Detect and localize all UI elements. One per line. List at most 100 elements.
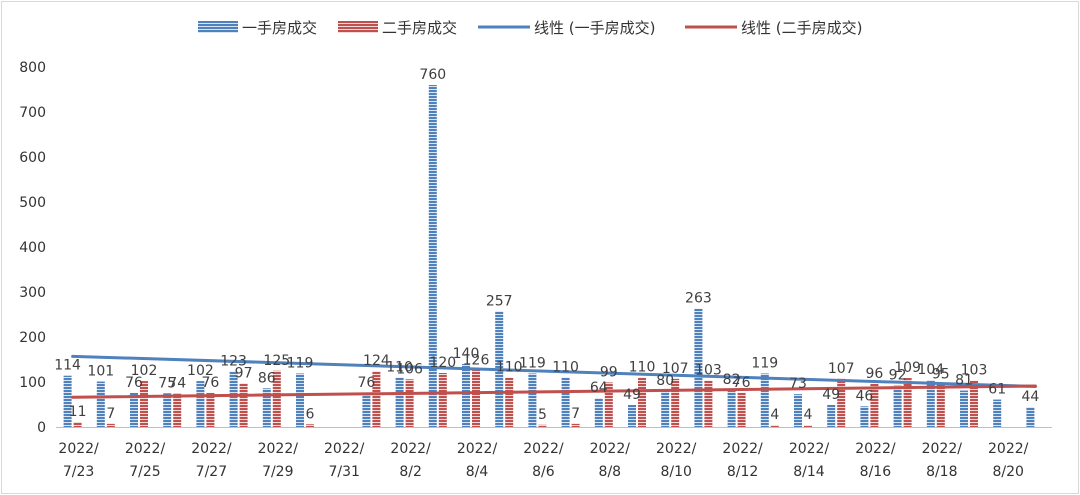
y-tick-label-100: 100 — [19, 375, 46, 391]
x-axis: 2022/7/23 2022/7/25 2022/7/27 2022/7/29 2022… — [56, 427, 1052, 480]
bar-s1-22 — [794, 394, 802, 427]
data-label-s1-16: 64 — [590, 380, 608, 396]
bar-s1-0 — [63, 375, 72, 427]
bar-s1-23 — [827, 404, 836, 427]
x-tick-label-line2-12: 8/4 — [466, 464, 489, 480]
y-axis: 0 100 200 300 400 500 600 700 800 — [19, 60, 46, 436]
data-label-s2-23: 107 — [828, 361, 855, 377]
bar-s2-11 — [438, 373, 447, 427]
bar-s1-17 — [628, 404, 636, 427]
legend-label-4: 线性 (二手房成交) — [741, 19, 862, 37]
x-tick-label-line2-18: 8/10 — [660, 464, 691, 480]
bar-s1-29 — [1026, 407, 1035, 427]
bar-s2-6 — [272, 370, 281, 427]
data-label-s1-28: 61 — [988, 382, 1006, 398]
bar-s1-28 — [993, 399, 1002, 427]
x-tick-label-line1-16: 2022/ — [590, 441, 631, 457]
x-tick-label-line1-4: 2022/ — [191, 441, 232, 457]
data-label-s1-11: 760 — [419, 67, 446, 83]
bar-s1-10 — [395, 377, 404, 427]
bar-s1-12 — [462, 364, 470, 427]
data-label-s1-25: 92 — [889, 368, 907, 384]
bar-s2-1 — [106, 423, 115, 427]
bar-s1-3 — [163, 393, 172, 427]
legend-label-3: 线性 (一手房成交) — [534, 19, 655, 37]
data-label-s2-24: 96 — [865, 366, 883, 382]
data-label-s1-2: 76 — [125, 375, 143, 391]
x-tick-label-line2-26: 8/18 — [926, 464, 957, 480]
bar-s2-12 — [472, 370, 480, 427]
data-label-s1-23: 49 — [822, 387, 840, 403]
data-label-s2-11: 120 — [429, 355, 456, 371]
bar-s2-17 — [638, 377, 646, 427]
data-label-s1-10: 110 — [386, 360, 413, 376]
data-label-s1-14: 119 — [519, 355, 546, 371]
bar-s1-2 — [130, 392, 138, 427]
bar-s2-0 — [73, 422, 82, 427]
y-tick-label-300: 300 — [19, 285, 46, 301]
data-label-s2-2: 102 — [131, 363, 158, 379]
data-label-s2-7: 6 — [306, 406, 315, 422]
bar-s2-20 — [737, 392, 746, 427]
data-label-s2-6: 125 — [263, 353, 290, 369]
data-label-s2-22: 4 — [804, 407, 813, 423]
trendline-2 — [71, 384, 1037, 399]
data-label-s1-24: 46 — [855, 388, 873, 404]
x-tick-label-line2-10: 8/2 — [399, 464, 422, 480]
bar-s1-1 — [96, 381, 105, 427]
data-label-s1-17: 49 — [623, 387, 641, 403]
x-tick-label-line2-0: 7/23 — [63, 464, 94, 480]
x-tick-label-line1-10: 2022/ — [390, 441, 431, 457]
data-label-s2-25: 109 — [894, 360, 921, 376]
data-label-s1-12: 140 — [453, 346, 480, 362]
x-tick-label-line2-2: 7/25 — [129, 464, 160, 480]
data-label-s2-9: 124 — [363, 353, 390, 369]
bar-s2-7 — [306, 424, 314, 427]
data-label-s1-7: 119 — [287, 355, 314, 371]
x-tick-label-line2-14: 8/6 — [532, 464, 555, 480]
data-label-s2-19: 103 — [695, 363, 722, 379]
bar-s1-25 — [893, 385, 902, 427]
data-label-s2-10: 106 — [396, 361, 423, 377]
x-tick-label-line1-18: 2022/ — [656, 441, 697, 457]
bar-s1-7 — [296, 373, 304, 427]
legend: 一手房成交 二手房成交 线性 (一手房成交) 线性 (二手房成交) — [198, 19, 862, 37]
bar-s2-18 — [671, 378, 680, 427]
data-label-s1-5: 123 — [220, 354, 247, 370]
bar-s1-16 — [594, 398, 603, 427]
data-label-s1-9: 76 — [357, 375, 375, 391]
bar-s2-9 — [372, 371, 381, 427]
data-label-s1-22: 73 — [789, 376, 807, 392]
bars — [63, 85, 1035, 427]
y-tick-label-800: 800 — [19, 60, 46, 76]
bar-s1-11 — [428, 85, 437, 427]
data-label-s2-4: 76 — [201, 375, 219, 391]
data-label-s1-3: 75 — [158, 375, 176, 391]
legend-swatch-1 — [198, 21, 238, 33]
data-label-s1-29: 44 — [1021, 389, 1039, 405]
x-tick-label-line1-14: 2022/ — [523, 441, 564, 457]
x-tick-label-line2-4: 7/27 — [196, 464, 227, 480]
bar-s1-5 — [229, 371, 238, 427]
x-tick-label-line1-22: 2022/ — [789, 441, 830, 457]
data-label-s2-14: 5 — [538, 407, 547, 423]
y-tick-label-700: 700 — [19, 105, 46, 121]
x-tick-label-line2-20: 8/12 — [727, 464, 758, 480]
x-tick-label-line1-26: 2022/ — [922, 441, 963, 457]
bar-s2-24 — [870, 383, 879, 427]
bar-s1-19 — [694, 308, 703, 427]
y-tick-label-500: 500 — [19, 195, 46, 211]
x-tick-label-line1-24: 2022/ — [855, 441, 896, 457]
data-label-s2-1: 7 — [106, 406, 115, 422]
data-label-s1-19: 263 — [685, 291, 712, 307]
bar-s1-14 — [528, 373, 537, 427]
bar-s1-24 — [860, 406, 869, 427]
trendline-1 — [71, 354, 1037, 388]
bar-s2-21 — [770, 425, 779, 427]
data-label-s2-0: 11 — [69, 404, 87, 420]
data-label-s2-13: 110 — [496, 360, 523, 376]
x-tick-label-line1-12: 2022/ — [457, 441, 498, 457]
bar-s1-18 — [661, 391, 670, 427]
